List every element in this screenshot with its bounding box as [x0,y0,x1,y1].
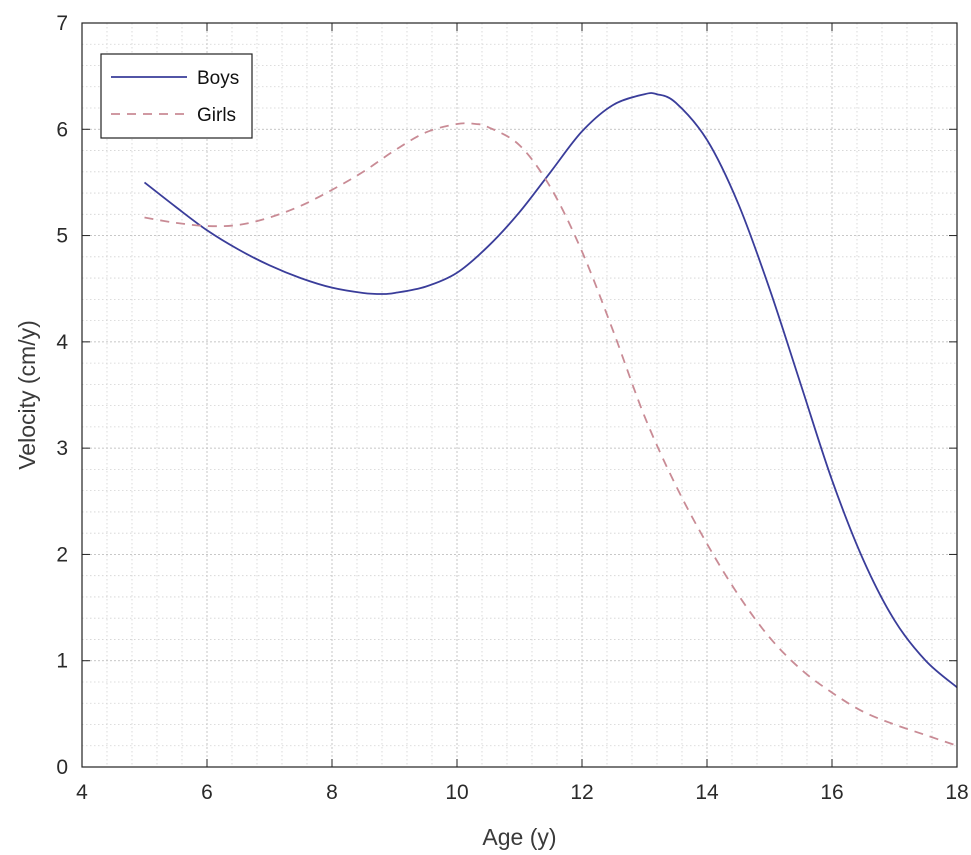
x-tick-label: 18 [945,781,968,804]
x-tick-label: 4 [76,781,88,804]
y-tick-label: 5 [56,225,68,248]
legend: Boys Girls [100,53,253,139]
x-tick-label: 16 [820,781,843,804]
series-layer [143,92,958,747]
x-tick-label: 12 [570,781,593,804]
y-tick-label: 4 [56,331,68,354]
y-tick-label: 7 [56,12,68,35]
x-tick-label: 14 [695,781,719,804]
x-tick-label: 6 [201,781,213,804]
legend-label-girls: Girls [197,105,236,126]
y-tick-label: 2 [56,543,68,566]
plot-background [82,23,957,767]
y-tick-label: 1 [56,650,68,673]
y-tick-label: 0 [56,756,68,779]
y-tick-label: 3 [56,437,68,460]
legend-box [100,53,253,139]
y-tick-label: 6 [56,118,68,141]
x-axis-ticks: 4 6 8 10 12 14 16 18 [76,23,969,804]
series-line-girls [144,122,958,747]
x-axis-title: Age (y) [482,824,556,850]
y-axis-ticks: 0 1 2 3 4 5 6 7 [56,12,957,779]
series-line-boys [143,92,958,688]
plot-frame [81,22,958,768]
y-axis-title: Velocity (cm/y) [14,320,40,470]
x-tick-label: 8 [326,781,338,804]
legend-label-boys: Boys [197,68,239,89]
x-tick-label: 10 [445,781,468,804]
